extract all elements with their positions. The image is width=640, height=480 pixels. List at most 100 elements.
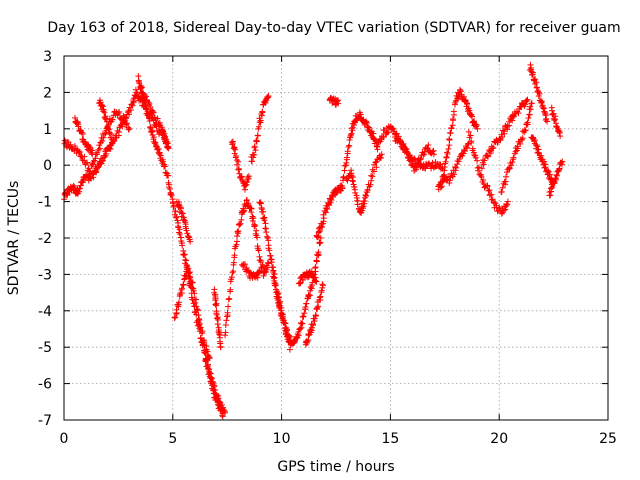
data-point [197, 324, 204, 331]
data-point [263, 233, 270, 240]
data-point [145, 99, 152, 106]
data-point [181, 251, 188, 258]
data-point [141, 91, 148, 98]
data-point [164, 144, 171, 151]
data-point [287, 336, 294, 343]
y-tick-label: -6 [38, 377, 52, 393]
data-point [318, 287, 325, 294]
data-point [264, 259, 271, 266]
data-point [203, 356, 210, 363]
data-point [234, 161, 241, 168]
data-point [324, 206, 331, 213]
data-point [229, 269, 236, 276]
data-point [241, 207, 248, 214]
data-point [103, 150, 110, 157]
data-point [99, 158, 106, 165]
x-tick-label: 15 [381, 431, 399, 447]
data-point [148, 127, 155, 134]
data-point [260, 208, 267, 215]
data-point [160, 129, 167, 136]
data-point [196, 316, 203, 323]
data-point [224, 309, 231, 316]
data-point [193, 296, 200, 303]
data-point [168, 192, 175, 199]
data-point [180, 281, 187, 288]
data-point [165, 144, 172, 150]
data-point [257, 200, 264, 207]
data-point [240, 208, 247, 215]
data-point [171, 314, 178, 321]
data-point [170, 202, 177, 209]
data-point [245, 200, 252, 207]
data-point [152, 139, 159, 146]
data-point [547, 192, 554, 199]
data-point [156, 123, 163, 130]
data-point [312, 264, 319, 271]
data-point [260, 272, 267, 279]
y-tick-label: -1 [38, 195, 52, 211]
data-point [219, 413, 226, 420]
data-point [129, 102, 136, 109]
data-point [146, 100, 153, 107]
data-point [525, 115, 532, 122]
data-point [265, 260, 272, 267]
data-point [233, 152, 240, 159]
data-point [485, 187, 492, 194]
data-point [310, 321, 317, 328]
data-point [99, 157, 106, 164]
data-point [251, 151, 258, 158]
data-point [121, 114, 128, 121]
data-point [228, 274, 235, 281]
data-point [314, 234, 321, 241]
data-point [229, 138, 236, 145]
y-tick-label: 2 [43, 85, 52, 101]
data-point [137, 86, 144, 93]
data-point [116, 129, 123, 136]
data-point [146, 115, 153, 122]
data-point [311, 315, 318, 322]
data-point [238, 216, 245, 223]
data-point [328, 197, 335, 204]
data-point [172, 314, 179, 321]
data-point [205, 365, 212, 372]
data-point [104, 123, 111, 130]
data-point [236, 222, 243, 229]
data-point [230, 259, 237, 266]
data-point [480, 157, 487, 164]
data-point [223, 317, 230, 324]
data-point [180, 252, 187, 259]
data-point [301, 310, 308, 317]
data-point [248, 205, 255, 212]
data-point [114, 127, 121, 134]
data-point [162, 163, 169, 170]
data-point [126, 125, 133, 132]
data-point [241, 261, 248, 268]
data-point [159, 158, 166, 165]
data-point [253, 138, 260, 145]
data-point [308, 324, 315, 331]
data-point [346, 142, 353, 149]
data-point [265, 242, 272, 249]
x-tick-label: 20 [490, 431, 508, 447]
data-point [179, 285, 186, 292]
data-point [175, 299, 182, 306]
data-point [256, 270, 263, 277]
data-point [296, 280, 303, 287]
data-point [275, 303, 282, 310]
data-point [214, 321, 221, 328]
data-point [259, 108, 266, 115]
data-point [449, 116, 456, 123]
data-point [243, 181, 250, 188]
data-point [123, 120, 130, 127]
y-tick-label: -4 [38, 304, 52, 320]
data-point [252, 222, 259, 229]
data-point [79, 131, 86, 138]
data-point [147, 123, 154, 130]
data-point [150, 109, 157, 116]
data-point [312, 312, 319, 319]
data-point [271, 282, 278, 289]
data-point [206, 370, 213, 377]
data-point [187, 274, 194, 281]
data-point [252, 230, 259, 237]
data-point [450, 108, 457, 115]
